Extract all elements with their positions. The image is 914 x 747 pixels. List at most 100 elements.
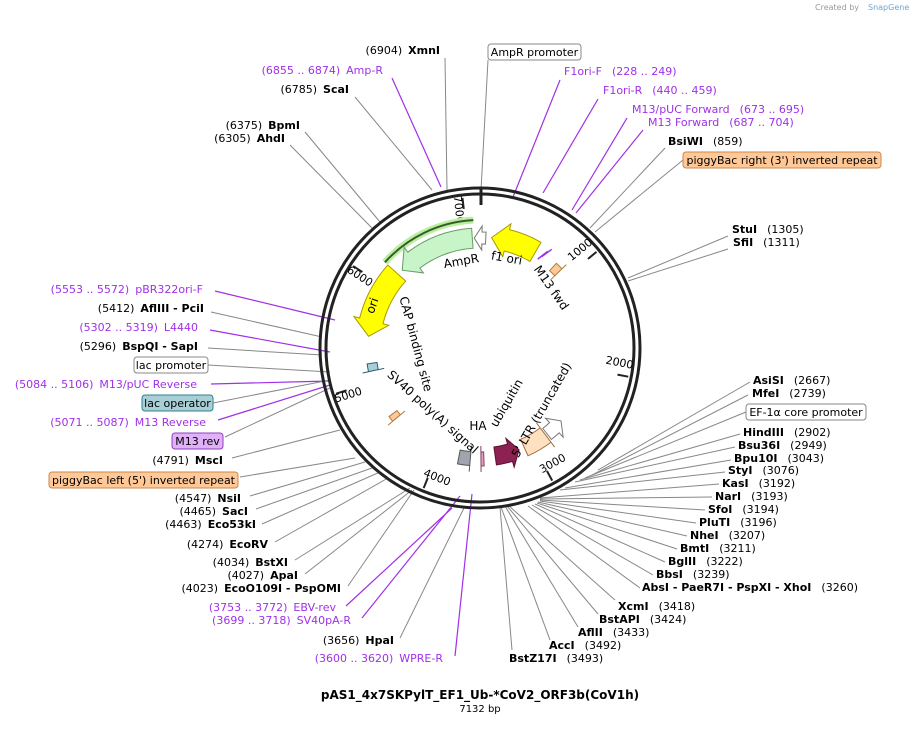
site-name: AflIII - PciI [140, 302, 204, 315]
enzyme-site-label[interactable]: XcmI (3418) [618, 600, 695, 613]
site-position: (5296) [80, 340, 117, 353]
primer-label[interactable]: F1ori-R (440 .. 459) [603, 84, 717, 97]
enzyme-site-label[interactable]: BstAPI (3424) [599, 613, 686, 626]
enzyme-site-label[interactable]: AflII (3433) [578, 626, 649, 639]
enzyme-site-label[interactable]: SfiI (1311) [733, 236, 800, 249]
enzyme-site-label[interactable]: NarI (3193) [715, 490, 788, 503]
enzyme-site-label[interactable]: (4034) BstXI [213, 556, 288, 569]
enzyme-site-label[interactable]: (4463) Eco53kI [165, 518, 256, 531]
piggybac-left-feature[interactable] [387, 409, 406, 426]
enzyme-site-label[interactable]: (6305) AhdI [214, 132, 285, 145]
ampr-promoter-feature[interactable] [473, 224, 487, 252]
ori-feature[interactable] [352, 264, 407, 337]
label-leader-line [399, 507, 465, 639]
feature-label-ef1a[interactable]: EF-1α core promoter [745, 403, 867, 421]
label-leader-line [347, 489, 415, 587]
feature-label-lac-prom[interactable]: lac promoter [133, 356, 209, 374]
label-leader-line [597, 381, 751, 471]
enzyme-site-label[interactable]: BstZ17I (3493) [509, 652, 603, 665]
site-name: M13/pUC Forward [632, 103, 730, 116]
site-position: (6375) [226, 119, 263, 132]
enzyme-site-label[interactable]: MfeI (2739) [752, 387, 826, 400]
enzyme-site-label[interactable]: StyI (3076) [728, 464, 799, 477]
enzyme-site-label[interactable]: Bsu36I (2949) [738, 439, 827, 452]
label-leader-line [539, 499, 706, 511]
feature-label-text: piggyBac right (3') inverted repeat [686, 154, 878, 167]
site-position: (228 .. 249) [612, 65, 677, 78]
m13-fwd-feature[interactable] [548, 262, 567, 281]
enzyme-site-label[interactable]: (5412) AflIII - PciI [98, 302, 204, 315]
sv40-polya-feature[interactable] [456, 445, 472, 472]
enzyme-site-label[interactable]: StuI (1305) [732, 223, 804, 236]
site-name: NarI [715, 490, 741, 503]
lac-operator-feature[interactable] [362, 361, 385, 374]
label-leader-line [210, 380, 331, 385]
primer-label[interactable]: (6855 .. 6874) Amp-R [262, 64, 384, 77]
site-position: (3043) [788, 452, 825, 465]
label-leader-line [289, 144, 373, 229]
enzyme-site-label[interactable]: (4791) MscI [152, 454, 223, 467]
site-position: (3418) [659, 600, 696, 613]
ha-feature[interactable] [480, 445, 485, 472]
enzyme-site-label[interactable]: (6904) XmnI [366, 44, 440, 57]
primer-label[interactable]: M13 Forward (687 .. 704) [648, 116, 794, 129]
site-position: (1305) [767, 223, 804, 236]
enzyme-site-label[interactable]: (4274) EcoRV [187, 538, 269, 551]
primer-label[interactable]: (5302 .. 5319) L4440 [79, 321, 198, 334]
label-leader-line [261, 471, 381, 525]
enzyme-site-label[interactable]: AsiSI (2667) [753, 374, 830, 387]
enzyme-site-label[interactable]: (4465) SacI [179, 505, 248, 518]
enzyme-site-label[interactable]: BbsI (3239) [656, 568, 729, 581]
primer-label[interactable]: (3753 .. 3772) EBV-rev [209, 601, 337, 614]
enzyme-site-label[interactable]: PluTI (3196) [699, 516, 777, 529]
ef1a-promoter-feature[interactable] [520, 422, 556, 457]
enzyme-site-label[interactable]: NheI (3207) [690, 529, 765, 542]
enzyme-site-label[interactable]: BsiWI (859) [668, 135, 743, 148]
label-leader-line [627, 235, 729, 279]
feature-label-text: lac operator [144, 397, 211, 410]
enzyme-site-label[interactable]: BglII (3222) [668, 555, 743, 568]
primer-label[interactable]: (5553 .. 5572) pBR322ori-F [51, 283, 203, 296]
enzyme-site-label[interactable]: (4023) EcoO109I - PspOMI [182, 582, 341, 595]
ltr-feature[interactable] [542, 417, 564, 441]
primer-label[interactable]: (3699 .. 3718) SV40pA-R [212, 614, 351, 627]
enzyme-site-label[interactable]: (4027) ApaI [228, 569, 298, 582]
site-name: BsiWI [668, 135, 703, 148]
feature-label-m13rev[interactable]: M13 rev [171, 432, 224, 450]
ubiquitin-feature[interactable] [493, 436, 520, 470]
primer-label[interactable]: M13/pUC Forward (673 .. 695) [632, 103, 804, 116]
ampr-label: AmpR [442, 251, 480, 271]
credit-text: Created by [815, 3, 859, 12]
feature-label-lac-op[interactable]: lac operator [141, 394, 214, 412]
enzyme-site-label[interactable]: (6375) BpmI [226, 119, 300, 132]
enzyme-site-label[interactable]: KasI (3192) [722, 477, 795, 490]
enzyme-site-label[interactable]: SfoI (3194) [708, 503, 779, 516]
feature-label-ampr-prom[interactable]: AmpR promoter [487, 43, 582, 61]
primer-label[interactable]: (5084 .. 5106) M13/pUC Reverse [15, 378, 197, 391]
label-leader-line [506, 505, 599, 615]
enzyme-site-label[interactable]: BmtI (3211) [680, 542, 756, 555]
ampr-feature[interactable] [401, 227, 474, 274]
enzyme-site-label[interactable]: Bpu10I (3043) [734, 452, 824, 465]
ori-label: ori [363, 296, 381, 315]
primer-label[interactable]: (5071 .. 5087) M13 Reverse [50, 416, 206, 429]
site-position: (5302 .. 5319) [79, 321, 158, 334]
tick-label: 5000 [333, 385, 364, 406]
enzyme-site-label[interactable]: HindIII (2902) [743, 426, 831, 439]
enzyme-site-label[interactable]: (5296) BspQI - SapI [80, 340, 198, 353]
label-leader-line [249, 461, 366, 497]
enzyme-site-label[interactable]: AbsI - PaeR7I - PspXI - XhoI (3260) [642, 581, 858, 594]
enzyme-site-label[interactable]: (6785) ScaI [280, 83, 349, 96]
f1-ori-feature[interactable] [490, 222, 542, 263]
primer-label[interactable]: F1ori-F (228 .. 249) [564, 65, 677, 78]
tick-mark [587, 251, 598, 260]
site-name: BmtI [680, 542, 709, 555]
site-name: HpaI [365, 634, 394, 647]
feature-label-pb-left[interactable]: piggyBac left (5') inverted repeat [48, 471, 239, 489]
feature-label-pb-right[interactable]: piggyBac right (3') inverted repeat [682, 151, 882, 169]
enzyme-site-label[interactable]: (3656) HpaI [323, 634, 394, 647]
primer-label[interactable]: (3600 .. 3620) WPRE-R [315, 652, 444, 665]
enzyme-site-label[interactable]: AccI (3492) [549, 639, 621, 652]
enzyme-site-label[interactable]: (4547) NsiI [175, 492, 241, 505]
feature-label-text: EF-1α core promoter [749, 406, 863, 419]
